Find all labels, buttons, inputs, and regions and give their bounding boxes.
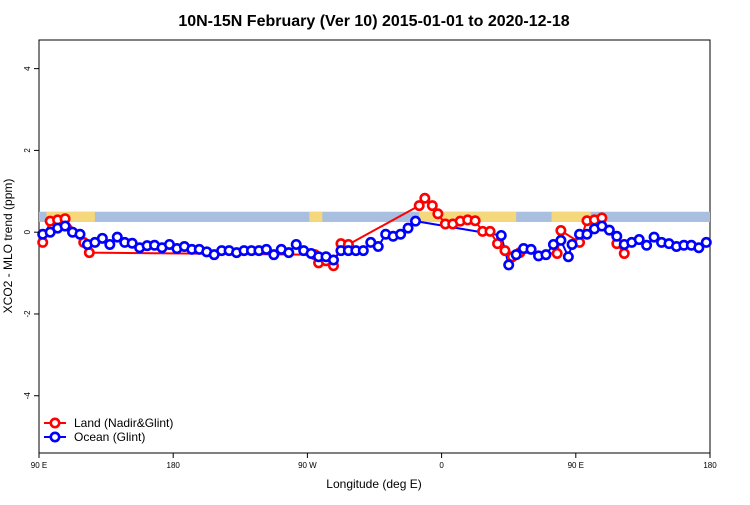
- data-point-1: [395, 228, 407, 240]
- data-point-0: [618, 247, 630, 259]
- data-point-1: [700, 236, 712, 248]
- x-tick-label: 0: [439, 461, 444, 470]
- data-point-1: [495, 229, 507, 241]
- data-point-1: [540, 249, 552, 261]
- data-point-1: [562, 251, 574, 263]
- data-point-1: [268, 249, 280, 261]
- y-tick-label: 0: [23, 229, 32, 234]
- data-point-0: [413, 200, 425, 212]
- data-point-1: [111, 231, 123, 243]
- data-point-1: [96, 232, 108, 244]
- data-point-1: [641, 239, 653, 251]
- data-point-1: [525, 243, 537, 255]
- land-band-segment: [46, 211, 95, 222]
- x-tick-label: 180: [703, 461, 717, 470]
- data-point-1: [372, 241, 384, 253]
- legend-label: Ocean (Glint): [74, 430, 145, 444]
- land-band-segment: [551, 211, 591, 222]
- data-point-1: [603, 224, 615, 236]
- data-point-1: [566, 238, 578, 250]
- data-point-1: [503, 259, 515, 271]
- legend-marker: [49, 417, 61, 429]
- ocean-band: [39, 211, 710, 222]
- data-point-0: [419, 192, 431, 204]
- land-band-segment: [309, 211, 323, 222]
- data-point-1: [104, 238, 116, 250]
- legend: Land (Nadir&Glint)Ocean (Glint): [44, 416, 173, 444]
- data-point-1: [74, 228, 86, 240]
- data-point-0: [469, 215, 481, 227]
- y-tick-label: -2: [23, 310, 32, 318]
- legend-label: Land (Nadir&Glint): [74, 416, 173, 430]
- y-tick-label: 2: [23, 148, 32, 153]
- data-point-0: [426, 200, 438, 212]
- y-tick-label: -4: [23, 392, 32, 400]
- data-point-0: [499, 245, 511, 257]
- data-point-0: [484, 225, 496, 237]
- y-axis-label: XCO2 - MLO trend (ppm): [1, 179, 15, 314]
- data-point-1: [59, 220, 71, 232]
- x-axis: 90 E 180 90 W 0 90 E 180: [31, 453, 717, 470]
- data-point-1: [327, 254, 339, 266]
- data-point-0: [432, 208, 444, 220]
- data-point-1: [693, 242, 705, 254]
- data-point-0: [555, 225, 567, 237]
- data-point-1: [357, 245, 369, 257]
- data-point-1: [581, 228, 593, 240]
- plot-area: [38, 39, 711, 454]
- data-point-1: [402, 222, 414, 234]
- data-point-1: [611, 230, 623, 242]
- data-point-1: [410, 215, 422, 227]
- data-point-1: [283, 247, 295, 259]
- background-band: [39, 211, 710, 222]
- series-points: [37, 192, 712, 272]
- data-point-1: [290, 238, 302, 250]
- data-point-1: [126, 237, 138, 249]
- data-point-1: [555, 234, 567, 246]
- x-axis-label: Longitude (deg E): [326, 477, 421, 491]
- chart-title: 10N-15N February (Ver 10) 2015-01-01 to …: [178, 13, 569, 30]
- data-point-1: [510, 249, 522, 261]
- data-point-1: [648, 231, 660, 243]
- x-tick-label: 90 E: [31, 461, 47, 470]
- data-point-0: [551, 247, 563, 259]
- y-tick-label: 4: [23, 66, 32, 71]
- y-axis: -4 -2 0 2 4: [23, 66, 39, 399]
- x-tick-label: 180: [167, 461, 181, 470]
- legend-marker: [49, 431, 61, 443]
- data-point-1: [633, 234, 645, 246]
- x-tick-label: 90 W: [298, 461, 317, 470]
- data-point-1: [260, 243, 272, 255]
- x-tick-label: 90 E: [568, 461, 584, 470]
